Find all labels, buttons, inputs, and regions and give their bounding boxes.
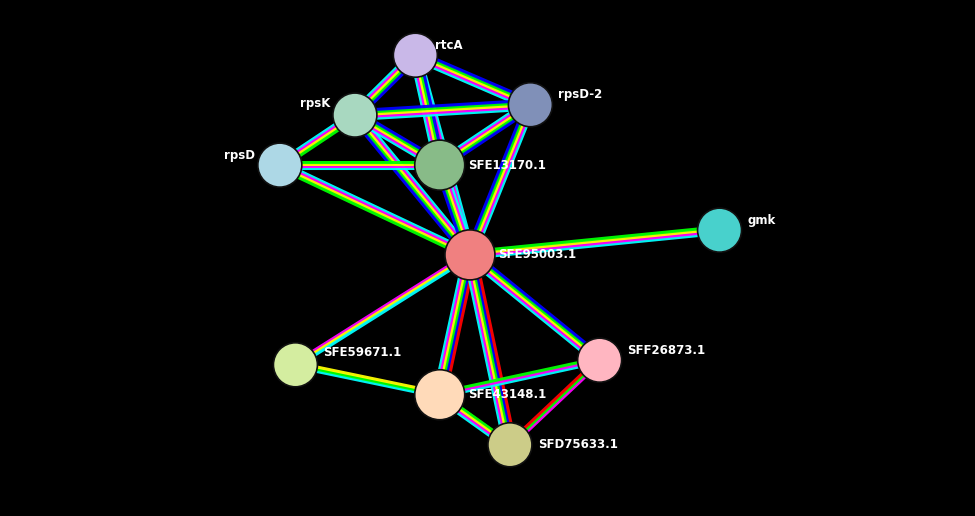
Text: SFD75633.1: SFD75633.1 — [538, 438, 618, 452]
Circle shape — [445, 230, 495, 280]
Text: rpsD-2: rpsD-2 — [559, 88, 603, 101]
Circle shape — [414, 370, 465, 420]
Circle shape — [488, 423, 532, 467]
Text: rpsK: rpsK — [299, 96, 330, 109]
Circle shape — [508, 83, 553, 127]
Circle shape — [414, 140, 465, 190]
Text: SFE43148.1: SFE43148.1 — [468, 388, 546, 401]
Circle shape — [332, 93, 377, 137]
Text: SFF26873.1: SFF26873.1 — [628, 344, 706, 357]
Circle shape — [577, 338, 622, 382]
Text: SFE13170.1: SFE13170.1 — [468, 158, 546, 172]
Text: SFE95003.1: SFE95003.1 — [498, 248, 576, 262]
Circle shape — [393, 33, 438, 77]
Text: rtcA: rtcA — [436, 39, 463, 52]
Circle shape — [273, 343, 318, 387]
Text: SFE59671.1: SFE59671.1 — [324, 346, 402, 359]
Text: rpsD: rpsD — [224, 149, 254, 162]
Circle shape — [697, 208, 742, 252]
Circle shape — [257, 143, 302, 187]
Text: gmk: gmk — [748, 214, 776, 227]
